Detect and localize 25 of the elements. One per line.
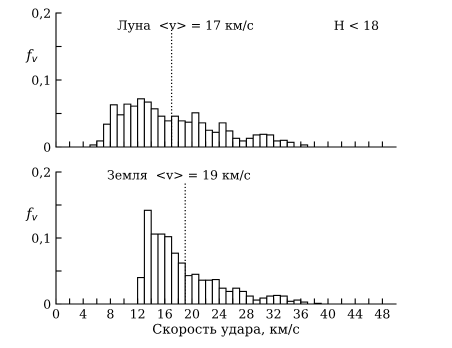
x-tick-label: 8 [107, 309, 114, 319]
y-tick-label: 0 [44, 299, 50, 309]
y-tick-label: 0,2 [32, 8, 50, 20]
x-tick-label: 24 [212, 309, 227, 318]
y-tick-label: 0,2 [32, 167, 50, 178]
x-tick-label: 36 [294, 309, 308, 319]
y-tick-label: 0 [44, 142, 50, 152]
x-tick-label: 16 [158, 309, 172, 319]
y-axis-title: f$_{v}$ [26, 49, 38, 63]
x-tick-label: 44 [348, 309, 363, 318]
x-tick-label: 48 [374, 309, 390, 319]
annotation: Земля <v> = 19 км/с [108, 170, 250, 181]
x-axis-title: Скорость удара, км/с [152, 324, 300, 337]
x-tick-label: 40 [320, 309, 336, 319]
y-tick-label: 0,1 [32, 233, 50, 244]
x-tick-label: 4 [80, 309, 87, 318]
y-axis-title: f$_{v}$ [26, 208, 38, 221]
x-tick-label: 0 [52, 309, 60, 319]
x-tick-label: 20 [184, 309, 200, 319]
annotation: Луна <v> = 17 км/с [118, 20, 254, 32]
annotation: H < 18 [334, 20, 378, 30]
x-tick-label: 12 [131, 309, 144, 318]
x-tick-label: 32 [266, 309, 280, 319]
y-tick-label: 0,1 [32, 75, 50, 86]
x-tick-label: 28 [239, 309, 254, 319]
